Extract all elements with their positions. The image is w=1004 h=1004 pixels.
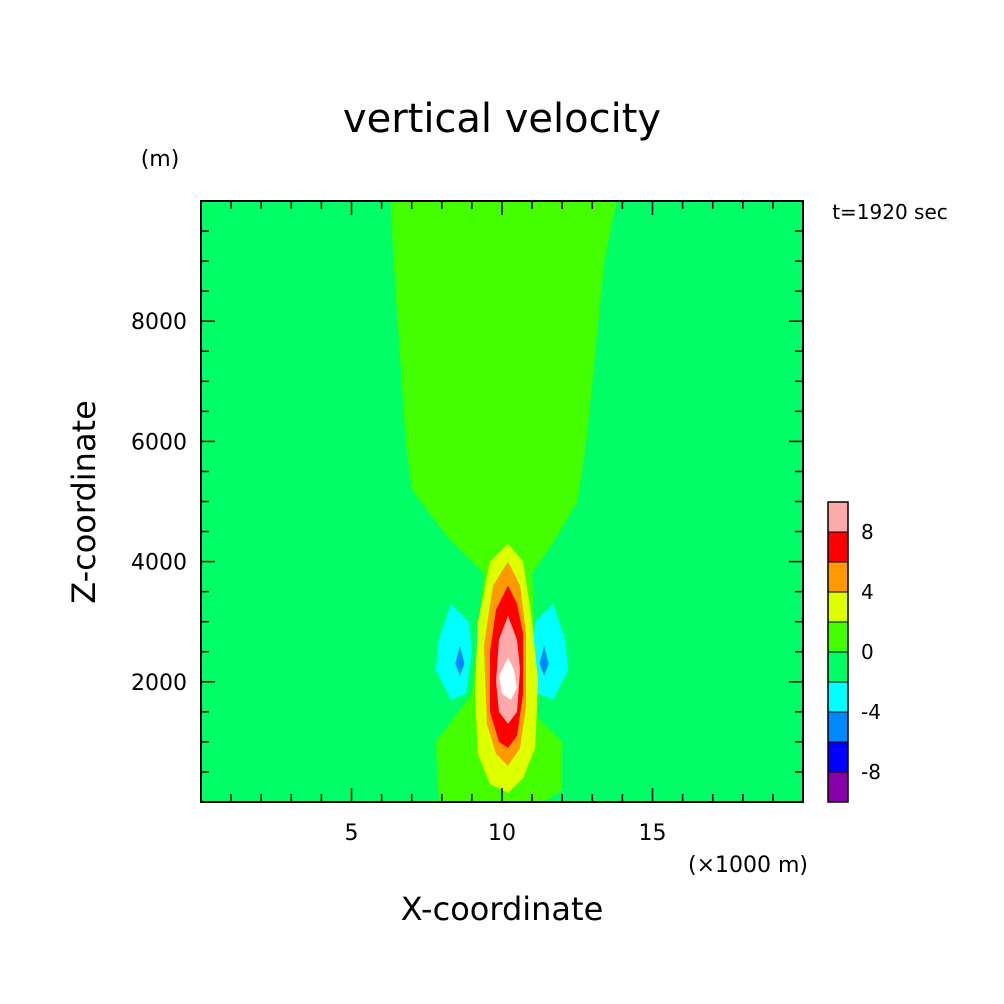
y-tick-label: 8000: [131, 310, 187, 335]
contour-blue-left: [455, 645, 465, 676]
colorbar-tick-label: 8: [861, 520, 874, 544]
chart-title: vertical velocity: [343, 96, 661, 142]
contour-blue-right: [539, 645, 549, 676]
time-label: t=1920 sec: [832, 200, 948, 224]
colorbar-swatch: [827, 621, 849, 653]
y-tick-label: 6000: [131, 430, 187, 455]
x-unit-label: (×1000 m): [688, 853, 808, 878]
contour-plume-0-2: [390, 201, 617, 802]
colorbar-swatch: [827, 681, 849, 713]
colorbar-tick-label: -8: [861, 760, 881, 784]
colorbar-tick-label: 4: [861, 580, 874, 604]
colorbar-swatch: [827, 531, 849, 563]
x-tick-label: 10: [488, 821, 516, 846]
contour-cyan-right: [532, 603, 569, 700]
y-axis-label: Z-coordinate: [65, 400, 103, 604]
colorbar-tick-label: 0: [861, 640, 874, 664]
colorbar-swatch: [827, 711, 849, 743]
colorbar-swatch: [827, 591, 849, 623]
plot-area: [200, 200, 804, 803]
colorbar-swatch: [827, 771, 849, 803]
x-tick-label: 15: [639, 821, 667, 846]
contour-white-core: [499, 657, 517, 700]
x-tick-label: 5: [345, 821, 359, 846]
colorbar-swatch: [827, 741, 849, 773]
contour-cyan-left: [435, 603, 472, 700]
colorbar-swatch: [827, 501, 849, 533]
colorbar-swatch: [827, 651, 849, 683]
colorbar-swatch: [827, 561, 849, 593]
y-unit-label: (m): [141, 147, 180, 172]
y-tick-label: 2000: [131, 671, 187, 696]
y-tick-label: 4000: [131, 551, 187, 576]
plot-frame: [200, 200, 804, 803]
colorbar: 8 4 0 -4 -8: [827, 501, 881, 803]
colorbar-tick-label: -4: [861, 700, 881, 724]
x-axis-label: X-coordinate: [401, 890, 604, 928]
colorbar-frame: [827, 501, 849, 803]
